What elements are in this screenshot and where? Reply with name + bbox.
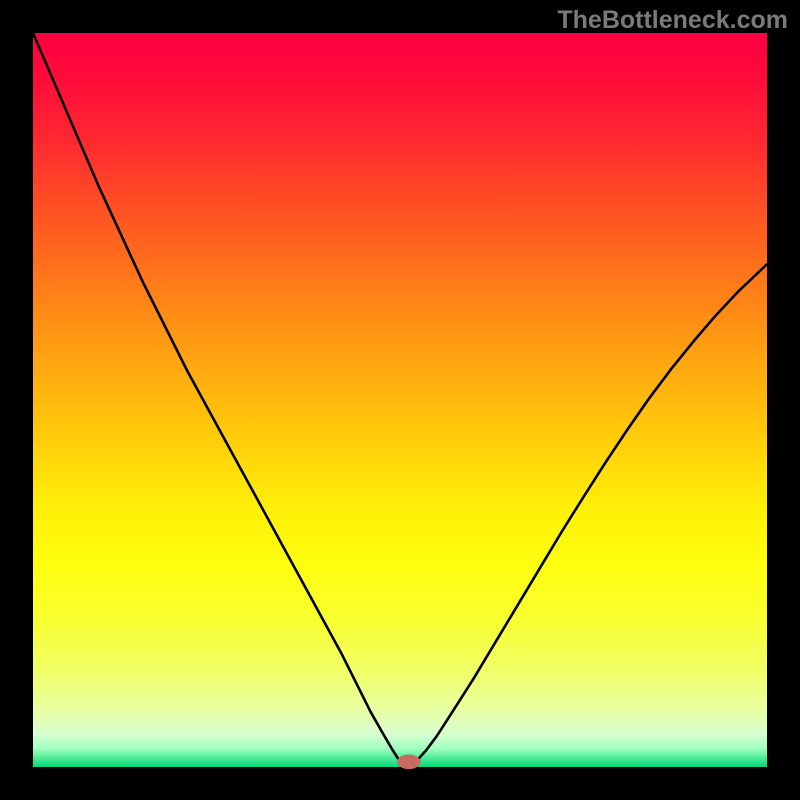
chart-canvas	[0, 0, 800, 800]
watermark-label: TheBottleneck.com	[557, 6, 788, 35]
optimal-point-marker	[397, 755, 420, 770]
bottleneck-chart: TheBottleneck.com	[0, 0, 800, 800]
plot-area	[33, 33, 767, 767]
